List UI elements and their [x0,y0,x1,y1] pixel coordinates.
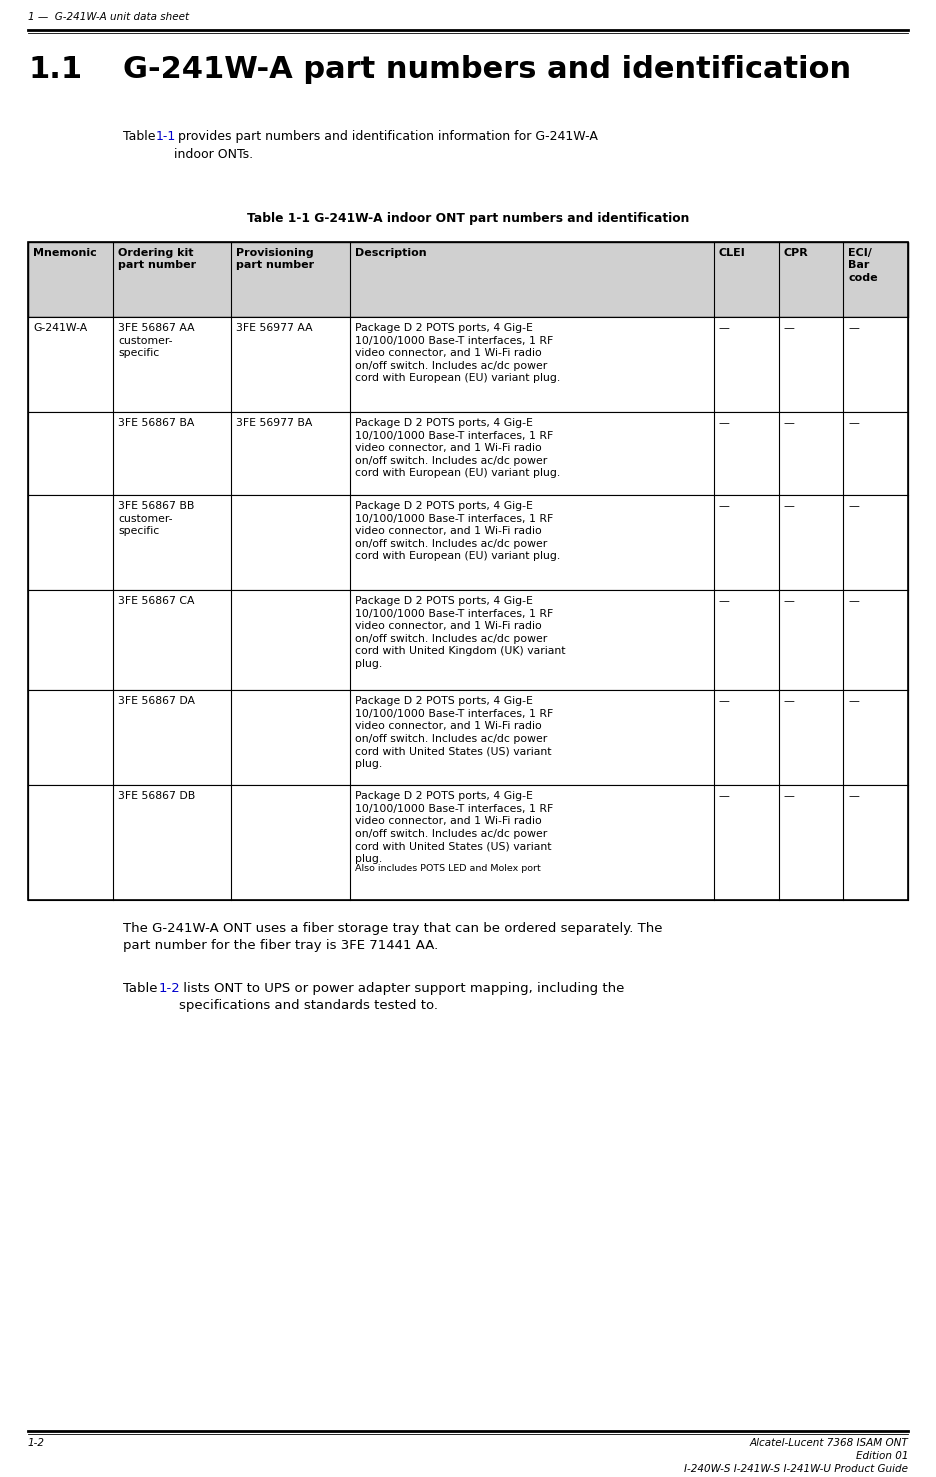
Text: G-241W-A part numbers and identification: G-241W-A part numbers and identification [123,55,851,84]
Text: Package D 2 POTS ports, 4 Gig-E
10/100/1000 Base-T interfaces, 1 RF
video connec: Package D 2 POTS ports, 4 Gig-E 10/100/1… [355,597,565,669]
Text: 1-1: 1-1 [156,130,176,143]
Text: —: — [719,418,730,428]
Text: 3FE 56867 BA: 3FE 56867 BA [118,418,195,428]
Text: CPR: CPR [783,248,809,258]
Text: CLEI: CLEI [719,248,746,258]
Text: —: — [783,418,795,428]
Text: ECI/
Bar
code: ECI/ Bar code [848,248,878,282]
Text: Provisioning
part number: Provisioning part number [237,248,314,270]
Text: 1-2: 1-2 [159,982,181,995]
Bar [28,784,908,899]
Bar [28,690,908,784]
Text: Table: Table [123,982,162,995]
Text: —: — [848,696,859,706]
Bar [28,495,908,589]
Text: —: — [848,501,859,511]
Bar [28,242,908,899]
Text: —: — [783,597,795,606]
Text: The G-241W-A ONT uses a fiber storage tray that can be ordered separately. The
p: The G-241W-A ONT uses a fiber storage tr… [123,922,663,953]
Text: —: — [848,792,859,801]
Text: 3FE 56867 CA: 3FE 56867 CA [118,597,195,606]
Text: Table 1-1 G-241W-A indoor ONT part numbers and identification: Table 1-1 G-241W-A indoor ONT part numbe… [247,213,689,225]
Text: 1-2: 1-2 [28,1439,45,1447]
Text: Package D 2 POTS ports, 4 Gig-E
10/100/1000 Base-T interfaces, 1 RF
video connec: Package D 2 POTS ports, 4 Gig-E 10/100/1… [355,792,553,864]
Text: Ordering kit
part number: Ordering kit part number [118,248,197,270]
Text: 3FE 56867 DA: 3FE 56867 DA [118,696,195,706]
Text: —: — [848,323,859,332]
Text: Package D 2 POTS ports, 4 Gig-E
10/100/1000 Base-T interfaces, 1 RF
video connec: Package D 2 POTS ports, 4 Gig-E 10/100/1… [355,696,553,770]
Text: —: — [719,501,730,511]
Text: lists ONT to UPS or power adapter support mapping, including the
specifications : lists ONT to UPS or power adapter suppor… [179,982,624,1013]
Text: Package D 2 POTS ports, 4 Gig-E
10/100/1000 Base-T interfaces, 1 RF
video connec: Package D 2 POTS ports, 4 Gig-E 10/100/1… [355,501,560,561]
Text: Package D 2 POTS ports, 4 Gig-E
10/100/1000 Base-T interfaces, 1 RF
video connec: Package D 2 POTS ports, 4 Gig-E 10/100/1… [355,418,560,479]
Text: —: — [848,597,859,606]
Text: —: — [719,696,730,706]
Text: —: — [783,501,795,511]
Text: Table: Table [123,130,159,143]
Text: 3FE 56977 BA: 3FE 56977 BA [237,418,313,428]
Text: —: — [783,792,795,801]
Bar [28,412,908,495]
Text: —: — [719,792,730,801]
Text: —: — [783,323,795,332]
Text: 1.1: 1.1 [28,55,82,84]
Bar [28,242,908,318]
Text: Mnemonic: Mnemonic [33,248,96,258]
Text: —: — [783,696,795,706]
Text: provides part numbers and identification information for G-241W-A
indoor ONTs.: provides part numbers and identification… [174,130,598,161]
Text: 3FE 56867 AA
customer-
specific: 3FE 56867 AA customer- specific [118,323,195,357]
Bar [28,589,908,690]
Text: 3FE 56977 AA: 3FE 56977 AA [237,323,313,332]
Text: Also includes POTS LED and Molex port: Also includes POTS LED and Molex port [355,864,540,873]
Text: 3FE 56867 BB
customer-
specific: 3FE 56867 BB customer- specific [118,501,195,536]
Text: G-241W-A: G-241W-A [33,323,87,332]
Text: 1 —  G-241W-A unit data sheet: 1 — G-241W-A unit data sheet [28,12,189,22]
Bar [28,318,908,412]
Text: —: — [848,418,859,428]
Text: Package D 2 POTS ports, 4 Gig-E
10/100/1000 Base-T interfaces, 1 RF
video connec: Package D 2 POTS ports, 4 Gig-E 10/100/1… [355,323,560,383]
Text: —: — [719,597,730,606]
Text: —: — [719,323,730,332]
Text: 3FE 56867 DB: 3FE 56867 DB [118,792,196,801]
Text: Description: Description [355,248,426,258]
Text: Alcatel-Lucent 7368 ISAM ONT
Edition 01
I-240W-S I-241W-S I-241W-U Product Guide: Alcatel-Lucent 7368 ISAM ONT Edition 01 … [684,1439,908,1474]
